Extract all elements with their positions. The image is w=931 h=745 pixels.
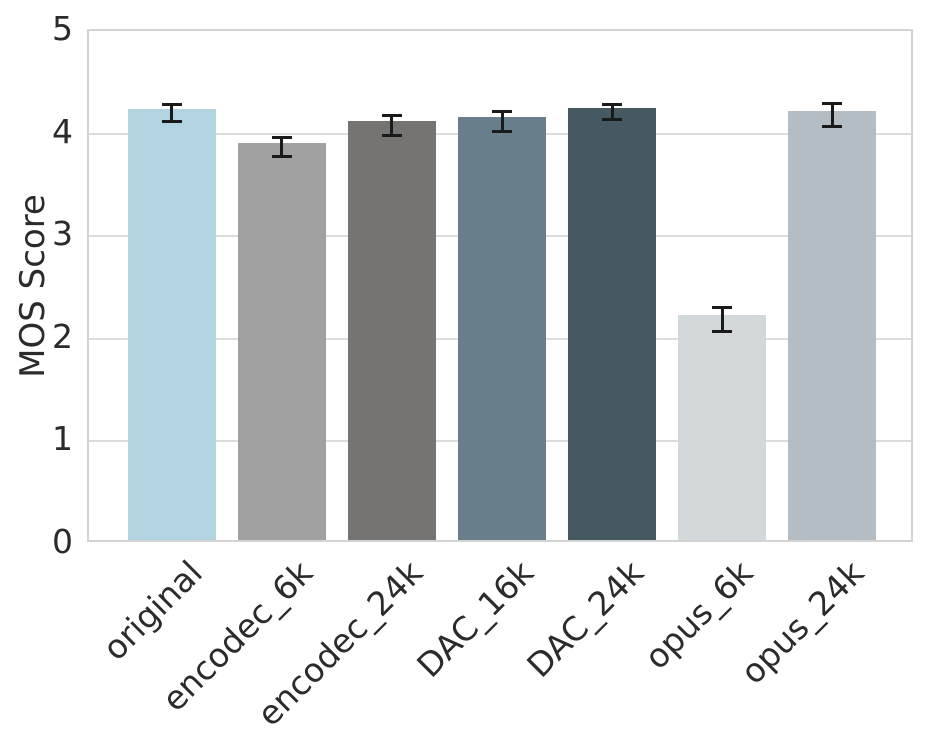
error-bar-cap-bottom: [271, 155, 292, 159]
error-bar-vline: [280, 135, 284, 159]
error-bar-vline: [610, 102, 614, 122]
error-bar-cap-bottom: [381, 133, 402, 137]
error-bar-opus_24k: [822, 101, 843, 129]
error-bar-opus_6k: [712, 305, 733, 333]
bar-opus_6k: [678, 315, 767, 540]
bar-encodec_6k: [237, 142, 326, 540]
error-bar-vline: [830, 101, 834, 129]
bar-original: [127, 109, 216, 540]
error-bar-vline: [500, 110, 504, 133]
bar-opus_24k: [788, 111, 877, 540]
error-bar-vline: [390, 114, 394, 137]
ytick-label-3: 3: [52, 214, 73, 254]
ytick-label-2: 2: [52, 316, 73, 356]
error-bar-DAC_24k: [602, 102, 623, 122]
error-bar-vline: [720, 305, 724, 333]
error-bar-cap-bottom: [712, 329, 733, 333]
error-bar-original: [161, 102, 182, 124]
error-bar-encodec_6k: [271, 135, 292, 159]
xtick-label-DAC_24k: DAC_24k: [518, 553, 651, 685]
xtick-label-DAC_16k: DAC_16k: [408, 553, 541, 685]
error-bar-DAC_16k: [492, 110, 512, 133]
error-bar-encodec_24k: [381, 114, 402, 137]
xtick-label-original: original: [95, 553, 211, 668]
ytick-label-1: 1: [52, 419, 73, 459]
y-axis-label: MOS Score: [13, 194, 53, 378]
bar-DAC_16k: [457, 117, 547, 540]
error-bar-cap-bottom: [602, 118, 623, 122]
ytick-label-5: 5: [52, 9, 73, 48]
ytick-label-0: 0: [52, 522, 73, 561]
error-bar-cap-bottom: [822, 125, 843, 129]
error-bar-vline: [170, 102, 174, 124]
error-bar-cap-bottom: [492, 129, 512, 133]
error-bar-cap-bottom: [161, 120, 182, 124]
bar-encodec_24k: [347, 121, 436, 540]
plot-area: [87, 29, 913, 542]
bar-DAC_24k: [568, 108, 657, 540]
ytick-label-4: 4: [52, 111, 73, 151]
